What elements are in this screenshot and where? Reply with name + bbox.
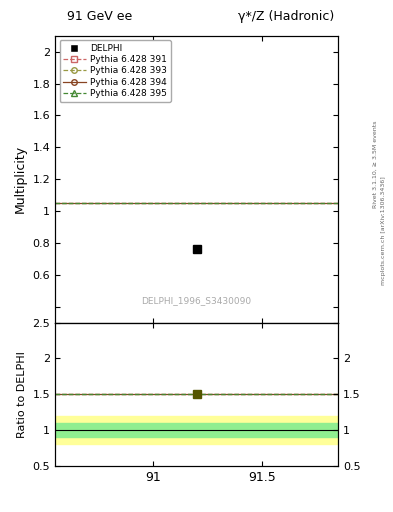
Text: 91 GeV ee: 91 GeV ee <box>67 10 132 23</box>
Y-axis label: Multiplicity: Multiplicity <box>14 145 27 214</box>
Legend: DELPHI, Pythia 6.428 391, Pythia 6.428 393, Pythia 6.428 394, Pythia 6.428 395: DELPHI, Pythia 6.428 391, Pythia 6.428 3… <box>59 40 171 101</box>
Bar <box>55 416 338 444</box>
Text: γ*/Z (Hadronic): γ*/Z (Hadronic) <box>238 10 334 23</box>
Bar <box>55 423 338 437</box>
Y-axis label: Ratio to DELPHI: Ratio to DELPHI <box>17 351 27 438</box>
Text: mcplots.cern.ch [arXiv:1306.3436]: mcplots.cern.ch [arXiv:1306.3436] <box>381 176 386 285</box>
Text: DELPHI_1996_S3430090: DELPHI_1996_S3430090 <box>141 296 252 305</box>
Text: Rivet 3.1.10, ≥ 3.5M events: Rivet 3.1.10, ≥ 3.5M events <box>373 120 378 207</box>
